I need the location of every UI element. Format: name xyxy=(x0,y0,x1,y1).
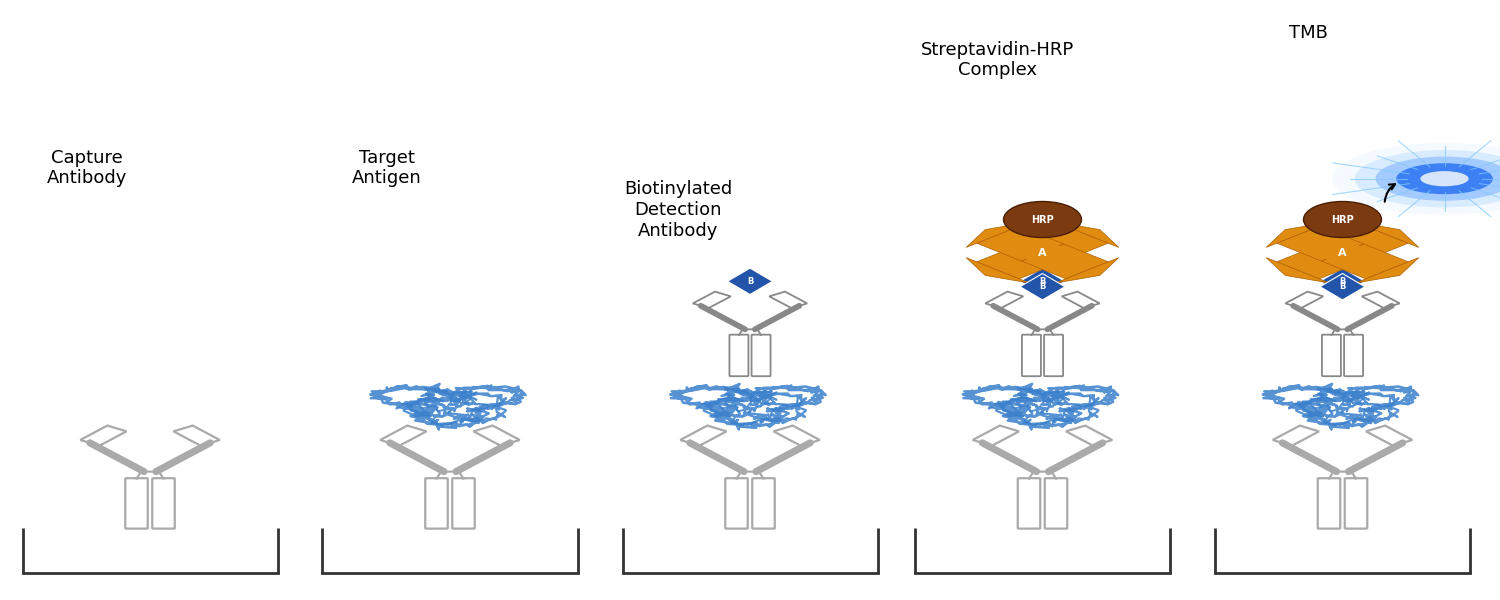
Text: TMB: TMB xyxy=(1288,24,1328,42)
Polygon shape xyxy=(1022,244,1108,279)
Polygon shape xyxy=(1320,268,1365,295)
FancyBboxPatch shape xyxy=(1318,246,1366,259)
Polygon shape xyxy=(1276,244,1364,279)
Text: Biotinylated
Detection
Antibody: Biotinylated Detection Antibody xyxy=(624,180,732,240)
Polygon shape xyxy=(1322,244,1408,279)
FancyBboxPatch shape xyxy=(729,335,748,376)
Polygon shape xyxy=(966,222,1030,247)
Polygon shape xyxy=(1354,222,1419,247)
Text: HRP: HRP xyxy=(1030,215,1054,224)
Ellipse shape xyxy=(1420,171,1468,186)
Text: HRP: HRP xyxy=(1330,215,1354,224)
FancyBboxPatch shape xyxy=(1322,335,1341,376)
Polygon shape xyxy=(1066,425,1112,446)
Polygon shape xyxy=(728,268,772,295)
Text: A: A xyxy=(1338,248,1347,257)
Polygon shape xyxy=(974,425,1018,446)
Polygon shape xyxy=(770,292,807,308)
FancyBboxPatch shape xyxy=(1344,335,1364,376)
Text: B: B xyxy=(1340,282,1346,291)
Polygon shape xyxy=(1054,222,1119,247)
Polygon shape xyxy=(381,425,426,446)
FancyBboxPatch shape xyxy=(1344,478,1368,529)
Polygon shape xyxy=(681,425,726,446)
FancyBboxPatch shape xyxy=(752,478,774,529)
Polygon shape xyxy=(1020,274,1065,300)
Ellipse shape xyxy=(1396,163,1492,194)
Ellipse shape xyxy=(1354,150,1500,208)
FancyBboxPatch shape xyxy=(1044,478,1066,529)
Text: A: A xyxy=(1038,248,1047,257)
Polygon shape xyxy=(174,425,219,446)
FancyBboxPatch shape xyxy=(1044,335,1064,376)
Polygon shape xyxy=(1366,425,1411,446)
Polygon shape xyxy=(976,226,1064,261)
Ellipse shape xyxy=(1004,202,1082,238)
Polygon shape xyxy=(1054,257,1119,283)
Polygon shape xyxy=(1062,292,1100,308)
FancyBboxPatch shape xyxy=(1022,335,1041,376)
Polygon shape xyxy=(976,244,1064,279)
FancyBboxPatch shape xyxy=(752,335,771,376)
FancyBboxPatch shape xyxy=(153,478,174,529)
Polygon shape xyxy=(81,425,126,446)
Polygon shape xyxy=(1320,274,1365,300)
FancyBboxPatch shape xyxy=(726,478,747,529)
Polygon shape xyxy=(1020,268,1065,295)
Polygon shape xyxy=(1276,226,1364,261)
Polygon shape xyxy=(1362,292,1400,308)
FancyBboxPatch shape xyxy=(453,478,474,529)
Polygon shape xyxy=(474,425,519,446)
Polygon shape xyxy=(1286,292,1323,308)
Text: B: B xyxy=(747,277,753,286)
FancyBboxPatch shape xyxy=(1317,478,1341,529)
Ellipse shape xyxy=(1332,143,1500,215)
FancyBboxPatch shape xyxy=(1017,478,1041,529)
Polygon shape xyxy=(1022,226,1108,261)
Polygon shape xyxy=(1266,257,1330,283)
Text: Capture
Antibody: Capture Antibody xyxy=(46,149,128,187)
Text: B: B xyxy=(1040,277,1046,286)
Ellipse shape xyxy=(1304,202,1382,238)
Text: B: B xyxy=(1340,277,1346,286)
Polygon shape xyxy=(774,425,819,446)
Text: Streptavidin-HRP
Complex: Streptavidin-HRP Complex xyxy=(921,41,1074,79)
FancyBboxPatch shape xyxy=(426,478,447,529)
FancyBboxPatch shape xyxy=(1019,246,1066,259)
Polygon shape xyxy=(693,292,730,308)
Text: Target
Antigen: Target Antigen xyxy=(352,149,422,187)
Polygon shape xyxy=(1322,226,1408,261)
Polygon shape xyxy=(966,257,1030,283)
Ellipse shape xyxy=(1376,157,1500,201)
FancyBboxPatch shape xyxy=(126,478,147,529)
Polygon shape xyxy=(1266,222,1330,247)
Text: B: B xyxy=(1040,282,1046,291)
Polygon shape xyxy=(986,292,1023,308)
Polygon shape xyxy=(1354,257,1419,283)
Polygon shape xyxy=(1274,425,1318,446)
